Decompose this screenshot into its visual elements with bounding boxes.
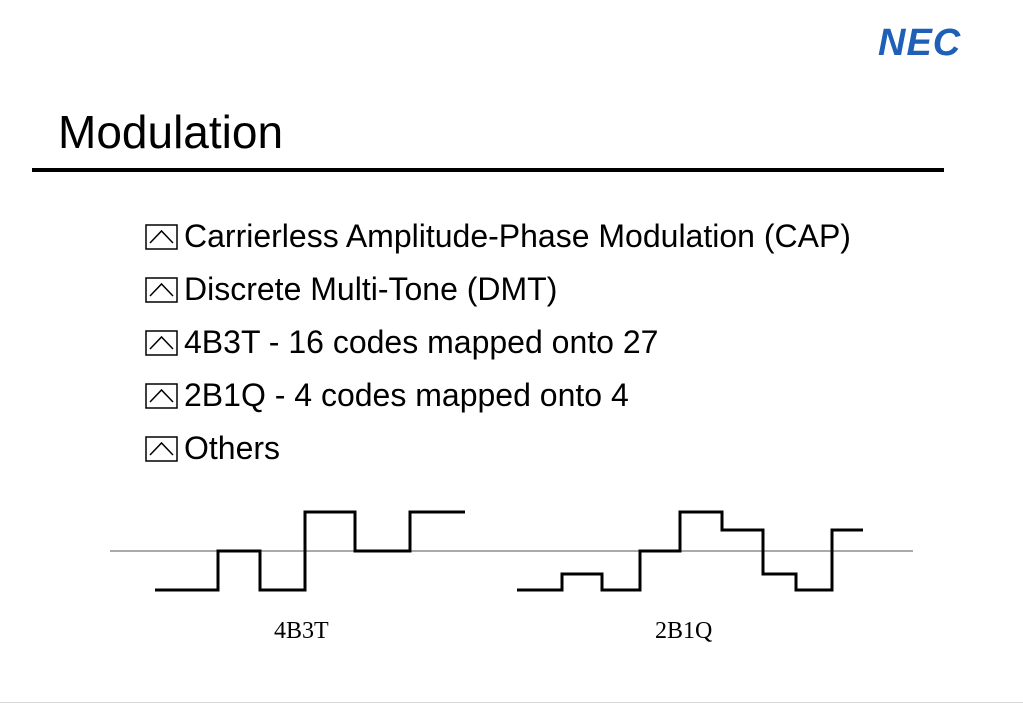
bullet-text: Discrete Multi-Tone (DMT) bbox=[184, 271, 558, 307]
nec-logo-mark: NEC bbox=[878, 22, 961, 62]
checkbox-chevron-icon bbox=[145, 330, 178, 356]
waveform-label-4b3t: 4B3T bbox=[274, 618, 329, 644]
title-underline bbox=[32, 168, 944, 172]
bullet-item: Carrierless Amplitude-Phase Modulation (… bbox=[145, 214, 865, 259]
checkbox-chevron-icon bbox=[145, 277, 178, 303]
waveform-label-2b1q: 2B1Q bbox=[655, 618, 713, 644]
bullet-text: 4B3T - 16 codes mapped onto 27 bbox=[184, 324, 659, 360]
nec-logo-text: NEC bbox=[878, 22, 961, 62]
bullet-text: Carrierless Amplitude-Phase Modulation (… bbox=[184, 218, 851, 254]
bullet-list: Carrierless Amplitude-Phase Modulation (… bbox=[145, 214, 865, 479]
waveform-diagram bbox=[110, 510, 913, 592]
bullet-item: Discrete Multi-Tone (DMT) bbox=[145, 267, 865, 312]
nec-logo: NEC bbox=[878, 22, 998, 62]
page-title: Modulation bbox=[58, 106, 284, 158]
bullet-item: 2B1Q - 4 codes mapped onto 4 bbox=[145, 373, 865, 418]
bullet-item: Others bbox=[145, 426, 865, 471]
bullet-text: Others bbox=[184, 430, 281, 466]
checkbox-chevron-icon bbox=[145, 224, 178, 250]
footer-divider bbox=[0, 702, 1023, 703]
bullet-text: 2B1Q - 4 codes mapped onto 4 bbox=[184, 377, 629, 413]
checkbox-chevron-icon bbox=[145, 436, 178, 462]
bullet-item: 4B3T - 16 codes mapped onto 27 bbox=[145, 320, 865, 365]
waveform-4b3t bbox=[155, 510, 465, 592]
checkbox-chevron-icon bbox=[145, 383, 178, 409]
waveform-2b1q bbox=[517, 510, 863, 592]
